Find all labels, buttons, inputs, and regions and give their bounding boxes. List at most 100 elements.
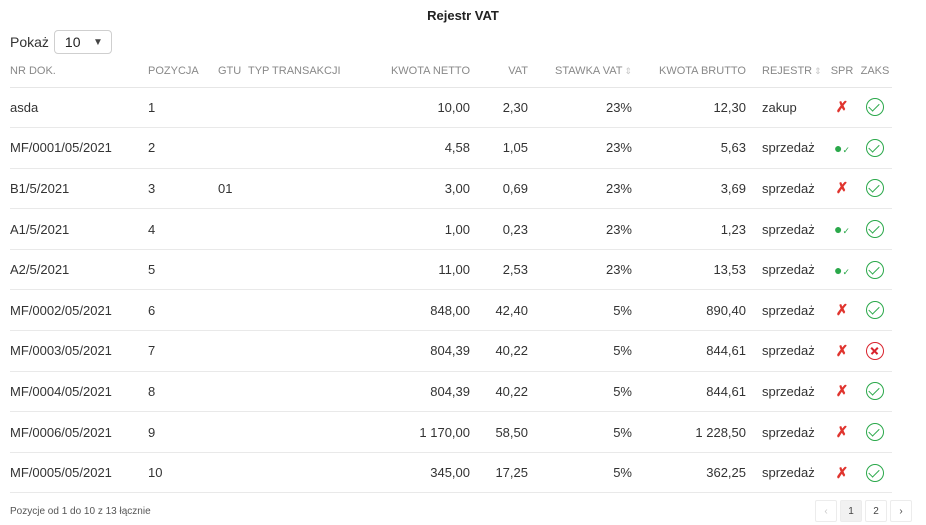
cell-stawka: 23% bbox=[528, 208, 632, 250]
tools-icon[interactable]: ✗ bbox=[835, 424, 849, 442]
col-header-stawka[interactable]: STAWKA VAT ⇕ bbox=[528, 56, 632, 88]
tools-icon[interactable]: ✗ bbox=[835, 180, 849, 198]
cell-vat: 2,30 bbox=[470, 87, 528, 129]
col-header-netto[interactable]: KWOTA NETTO bbox=[358, 56, 470, 88]
table-row[interactable]: MF/0003/05/2021 7 804,39 40,22 5% 844,61 sprze… bbox=[10, 330, 892, 372]
page-2-button[interactable]: 2 bbox=[865, 500, 887, 522]
check-circle-icon[interactable] bbox=[866, 301, 884, 320]
cell-zaks bbox=[858, 371, 892, 413]
cell-pos: 8 bbox=[148, 371, 218, 413]
tools-icon[interactable]: ✗ bbox=[835, 464, 849, 482]
cell-brutto: 890,40 bbox=[632, 289, 746, 332]
cell-vat: 0,69 bbox=[470, 168, 528, 210]
tools-icon[interactable]: ✗ bbox=[835, 342, 849, 360]
prev-page-button[interactable]: ‹ bbox=[815, 500, 837, 522]
check-circle-icon[interactable] bbox=[866, 382, 884, 401]
user-check-icon[interactable]: ●✓ bbox=[833, 221, 850, 238]
cell-zaks bbox=[858, 330, 892, 372]
check-circle-icon[interactable] bbox=[866, 179, 884, 198]
cell-nr: A1/5/2021 bbox=[10, 208, 148, 250]
check-circle-icon[interactable] bbox=[866, 138, 884, 157]
table-row[interactable]: MF/0006/05/2021 9 1 170,00 58,50 5% 1 228,50 s… bbox=[10, 411, 892, 453]
next-page-button[interactable]: › bbox=[890, 500, 912, 522]
cell-spr: ●✓ bbox=[826, 208, 858, 250]
check-circle-icon[interactable] bbox=[866, 260, 884, 279]
cell-gtu bbox=[218, 87, 248, 129]
col-header-brutto[interactable]: KWOTA BRUTTO bbox=[632, 56, 746, 88]
table-row[interactable]: A2/5/2021 5 11,00 2,53 23% 13,53 sprzedaż ●✓ bbox=[10, 249, 892, 291]
table-row[interactable]: MF/0004/05/2021 8 804,39 40,22 5% 844,61 sprze… bbox=[10, 371, 892, 413]
check-circle-icon[interactable] bbox=[866, 98, 884, 117]
table-row[interactable]: asda 1 10,00 2,30 23% 12,30 zakup ✗ bbox=[10, 87, 892, 129]
cell-brutto: 1 228,50 bbox=[632, 411, 746, 453]
cell-netto: 11,00 bbox=[358, 249, 470, 291]
table-row[interactable]: MF/0002/05/2021 6 848,00 42,40 5% 890,40 sprze… bbox=[10, 289, 892, 332]
col-header-nr[interactable]: NR DOK. bbox=[10, 56, 148, 88]
cell-netto: 3,00 bbox=[358, 168, 470, 210]
cell-nr: MF/0002/05/2021 bbox=[10, 289, 148, 332]
sort-icon: ⇕ bbox=[814, 66, 822, 77]
cell-gtu bbox=[218, 249, 248, 291]
cell-pos: 4 bbox=[148, 208, 218, 250]
cell-brutto: 362,25 bbox=[632, 452, 746, 494]
page-title: Rejestr VAT bbox=[427, 8, 499, 23]
cell-stawka: 23% bbox=[528, 249, 632, 291]
cell-nr: MF/0003/05/2021 bbox=[10, 330, 148, 372]
user-check-icon[interactable]: ●✓ bbox=[833, 261, 850, 278]
cell-gtu bbox=[218, 452, 248, 494]
cell-rejestr: sprzedaż bbox=[746, 452, 826, 494]
table-row[interactable]: A1/5/2021 4 1,00 0,23 23% 1,23 sprzedaż ●✓ bbox=[10, 208, 892, 250]
col-header-rejestr[interactable]: REJESTR ⇕ bbox=[746, 56, 826, 88]
cell-nr: B1/5/2021 bbox=[10, 168, 148, 210]
col-header-vat[interactable]: VAT bbox=[470, 56, 528, 88]
table-row[interactable]: MF/0005/05/2021 10 345,00 17,25 5% 362,25 sprz… bbox=[10, 452, 892, 494]
user-check-icon[interactable]: ●✓ bbox=[833, 139, 850, 156]
cell-typ bbox=[248, 411, 358, 453]
cell-pos: 10 bbox=[148, 452, 218, 494]
cell-spr: ✗ bbox=[826, 411, 858, 453]
page-size-select[interactable]: 10 ▼ bbox=[53, 30, 112, 54]
table-row[interactable]: MF/0001/05/2021 2 4,58 1,05 23% 5,63 sprzedaż ●… bbox=[10, 127, 892, 169]
cell-stawka: 5% bbox=[528, 371, 632, 413]
cell-vat: 2,53 bbox=[470, 249, 528, 291]
cell-brutto: 12,30 bbox=[632, 87, 746, 129]
col-header-pos[interactable]: POZYCJA bbox=[148, 56, 218, 88]
cell-brutto: 844,61 bbox=[632, 371, 746, 413]
table-row[interactable]: B1/5/2021 3 01 3,00 0,69 23% 3,69 sprzedaż ✗ bbox=[10, 168, 892, 210]
cell-stawka: 23% bbox=[528, 87, 632, 129]
tools-icon[interactable]: ✗ bbox=[835, 383, 849, 401]
check-circle-icon[interactable] bbox=[866, 220, 884, 239]
cell-zaks bbox=[858, 411, 892, 453]
cell-typ bbox=[248, 289, 358, 332]
cell-netto: 848,00 bbox=[358, 289, 470, 332]
cell-gtu bbox=[218, 411, 248, 453]
cell-netto: 804,39 bbox=[358, 371, 470, 413]
cell-nr: MF/0004/05/2021 bbox=[10, 371, 148, 413]
cell-pos: 7 bbox=[148, 330, 218, 372]
cell-vat: 40,22 bbox=[470, 330, 528, 372]
cell-rejestr: sprzedaż bbox=[746, 208, 826, 250]
x-circle-icon[interactable] bbox=[866, 341, 884, 360]
cell-gtu: 01 bbox=[218, 168, 248, 210]
check-circle-icon[interactable] bbox=[866, 463, 884, 482]
cell-stawka: 5% bbox=[528, 289, 632, 332]
cell-vat: 58,50 bbox=[470, 411, 528, 453]
cell-zaks bbox=[858, 289, 892, 332]
sort-icon: ⇕ bbox=[624, 66, 632, 77]
tools-icon[interactable]: ✗ bbox=[835, 302, 849, 320]
col-header-zaks[interactable]: ZAKS bbox=[858, 56, 892, 88]
cell-brutto: 3,69 bbox=[632, 168, 746, 210]
col-header-typ[interactable]: TYP TRANSAKCJI bbox=[248, 56, 358, 88]
page-1-button[interactable]: 1 bbox=[840, 500, 862, 522]
cell-rejestr: sprzedaż bbox=[746, 371, 826, 413]
cell-spr: ✗ bbox=[826, 289, 858, 332]
cell-zaks bbox=[858, 452, 892, 494]
cell-vat: 40,22 bbox=[470, 371, 528, 413]
col-header-spr[interactable]: SPR bbox=[826, 56, 858, 88]
cell-stawka: 5% bbox=[528, 452, 632, 494]
tools-icon[interactable]: ✗ bbox=[835, 99, 849, 117]
cell-gtu bbox=[218, 330, 248, 372]
check-circle-icon[interactable] bbox=[866, 423, 884, 442]
cell-rejestr: sprzedaż bbox=[746, 249, 826, 291]
col-header-gtu[interactable]: GTU bbox=[218, 56, 248, 88]
